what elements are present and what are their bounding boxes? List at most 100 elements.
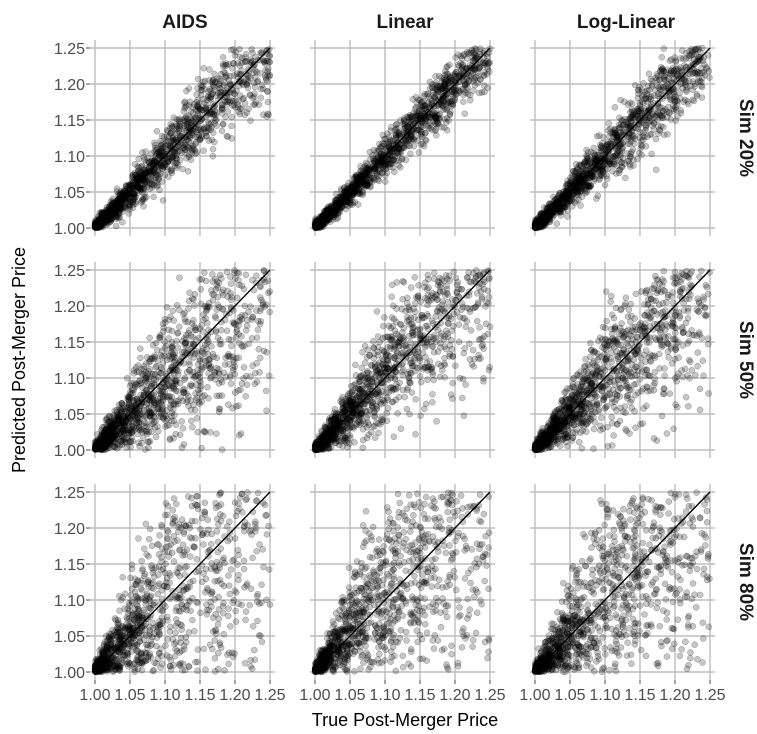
data-point bbox=[218, 127, 226, 135]
data-point bbox=[216, 392, 223, 399]
data-point bbox=[109, 204, 117, 212]
data-point bbox=[640, 80, 647, 87]
data-point bbox=[192, 326, 200, 334]
data-point bbox=[163, 303, 171, 311]
data-point bbox=[152, 364, 159, 371]
data-point bbox=[354, 201, 362, 208]
data-point bbox=[124, 189, 131, 197]
data-point bbox=[441, 71, 449, 79]
data-point bbox=[154, 181, 162, 189]
data-point bbox=[247, 92, 254, 99]
data-point bbox=[153, 127, 161, 135]
data-point bbox=[258, 48, 265, 56]
data-point bbox=[698, 94, 706, 101]
data-point bbox=[163, 163, 171, 170]
data-point bbox=[229, 97, 237, 105]
data-point bbox=[191, 115, 199, 122]
data-point bbox=[596, 132, 603, 139]
data-point bbox=[145, 165, 153, 172]
data-point bbox=[198, 444, 205, 452]
data-point bbox=[157, 163, 165, 170]
data-point bbox=[452, 54, 459, 61]
data-point bbox=[193, 415, 201, 422]
data-point bbox=[261, 72, 269, 79]
data-point bbox=[197, 81, 205, 89]
data-point bbox=[644, 133, 651, 140]
data-point bbox=[426, 85, 434, 92]
data-point bbox=[699, 44, 706, 52]
data-point bbox=[156, 153, 163, 160]
data-point bbox=[194, 75, 202, 83]
data-point bbox=[179, 144, 187, 152]
data-point bbox=[127, 199, 134, 206]
panel-linear-sim-20- bbox=[310, 40, 495, 236]
data-point bbox=[189, 142, 197, 150]
data-point bbox=[249, 49, 256, 57]
data-point bbox=[95, 222, 103, 229]
data-point bbox=[112, 222, 120, 230]
data-point bbox=[377, 144, 385, 151]
data-point bbox=[266, 288, 274, 295]
data-point bbox=[104, 221, 111, 228]
data-point bbox=[566, 197, 573, 205]
data-point bbox=[622, 174, 629, 182]
data-point bbox=[407, 150, 414, 158]
data-point bbox=[379, 169, 386, 177]
data-point bbox=[119, 218, 126, 226]
data-point bbox=[689, 96, 696, 104]
data-point bbox=[140, 362, 147, 370]
data-point bbox=[226, 80, 234, 87]
data-point bbox=[228, 122, 235, 130]
data-point bbox=[463, 65, 471, 72]
data-point bbox=[590, 144, 597, 152]
data-point bbox=[173, 337, 180, 345]
data-point bbox=[170, 138, 178, 145]
data-point bbox=[586, 174, 593, 181]
data-point bbox=[418, 129, 426, 136]
data-point bbox=[395, 162, 403, 169]
data-point bbox=[140, 203, 147, 210]
data-point bbox=[186, 289, 193, 296]
data-point bbox=[187, 115, 194, 122]
data-point bbox=[395, 131, 403, 139]
data-point bbox=[155, 169, 162, 176]
data-point bbox=[652, 135, 660, 143]
data-point bbox=[196, 111, 204, 119]
data-point bbox=[184, 168, 192, 175]
data-point bbox=[176, 306, 183, 314]
data-point bbox=[129, 198, 137, 205]
data-point bbox=[180, 108, 188, 115]
data-point bbox=[191, 291, 199, 298]
data-point bbox=[244, 77, 252, 84]
data-point bbox=[706, 74, 713, 81]
data-point bbox=[203, 132, 210, 140]
data-point bbox=[242, 393, 249, 400]
data-point bbox=[135, 155, 142, 163]
data-point bbox=[116, 191, 123, 198]
data-point bbox=[193, 115, 200, 122]
data-point bbox=[652, 166, 660, 174]
data-point bbox=[154, 154, 162, 161]
data-point bbox=[196, 355, 204, 363]
data-point bbox=[253, 359, 260, 367]
data-point bbox=[255, 101, 263, 108]
data-point bbox=[460, 77, 467, 84]
data-point bbox=[266, 372, 273, 380]
data-point bbox=[197, 126, 204, 134]
data-point bbox=[228, 135, 236, 142]
data-point bbox=[257, 282, 264, 290]
panels-layer: 1.001.051.101.151.201.251.001.051.101.15… bbox=[54, 40, 726, 704]
data-point bbox=[323, 206, 330, 214]
data-point bbox=[181, 98, 189, 106]
data-point bbox=[426, 121, 433, 129]
data-point bbox=[658, 112, 666, 120]
data-point bbox=[699, 57, 707, 65]
panel-log-linear-sim-20- bbox=[530, 40, 715, 236]
data-point bbox=[193, 91, 200, 98]
data-point bbox=[176, 122, 184, 130]
data-point bbox=[146, 334, 153, 342]
data-point bbox=[611, 129, 618, 137]
data-point bbox=[617, 153, 624, 160]
data-point bbox=[231, 389, 239, 396]
data-point bbox=[225, 60, 232, 68]
